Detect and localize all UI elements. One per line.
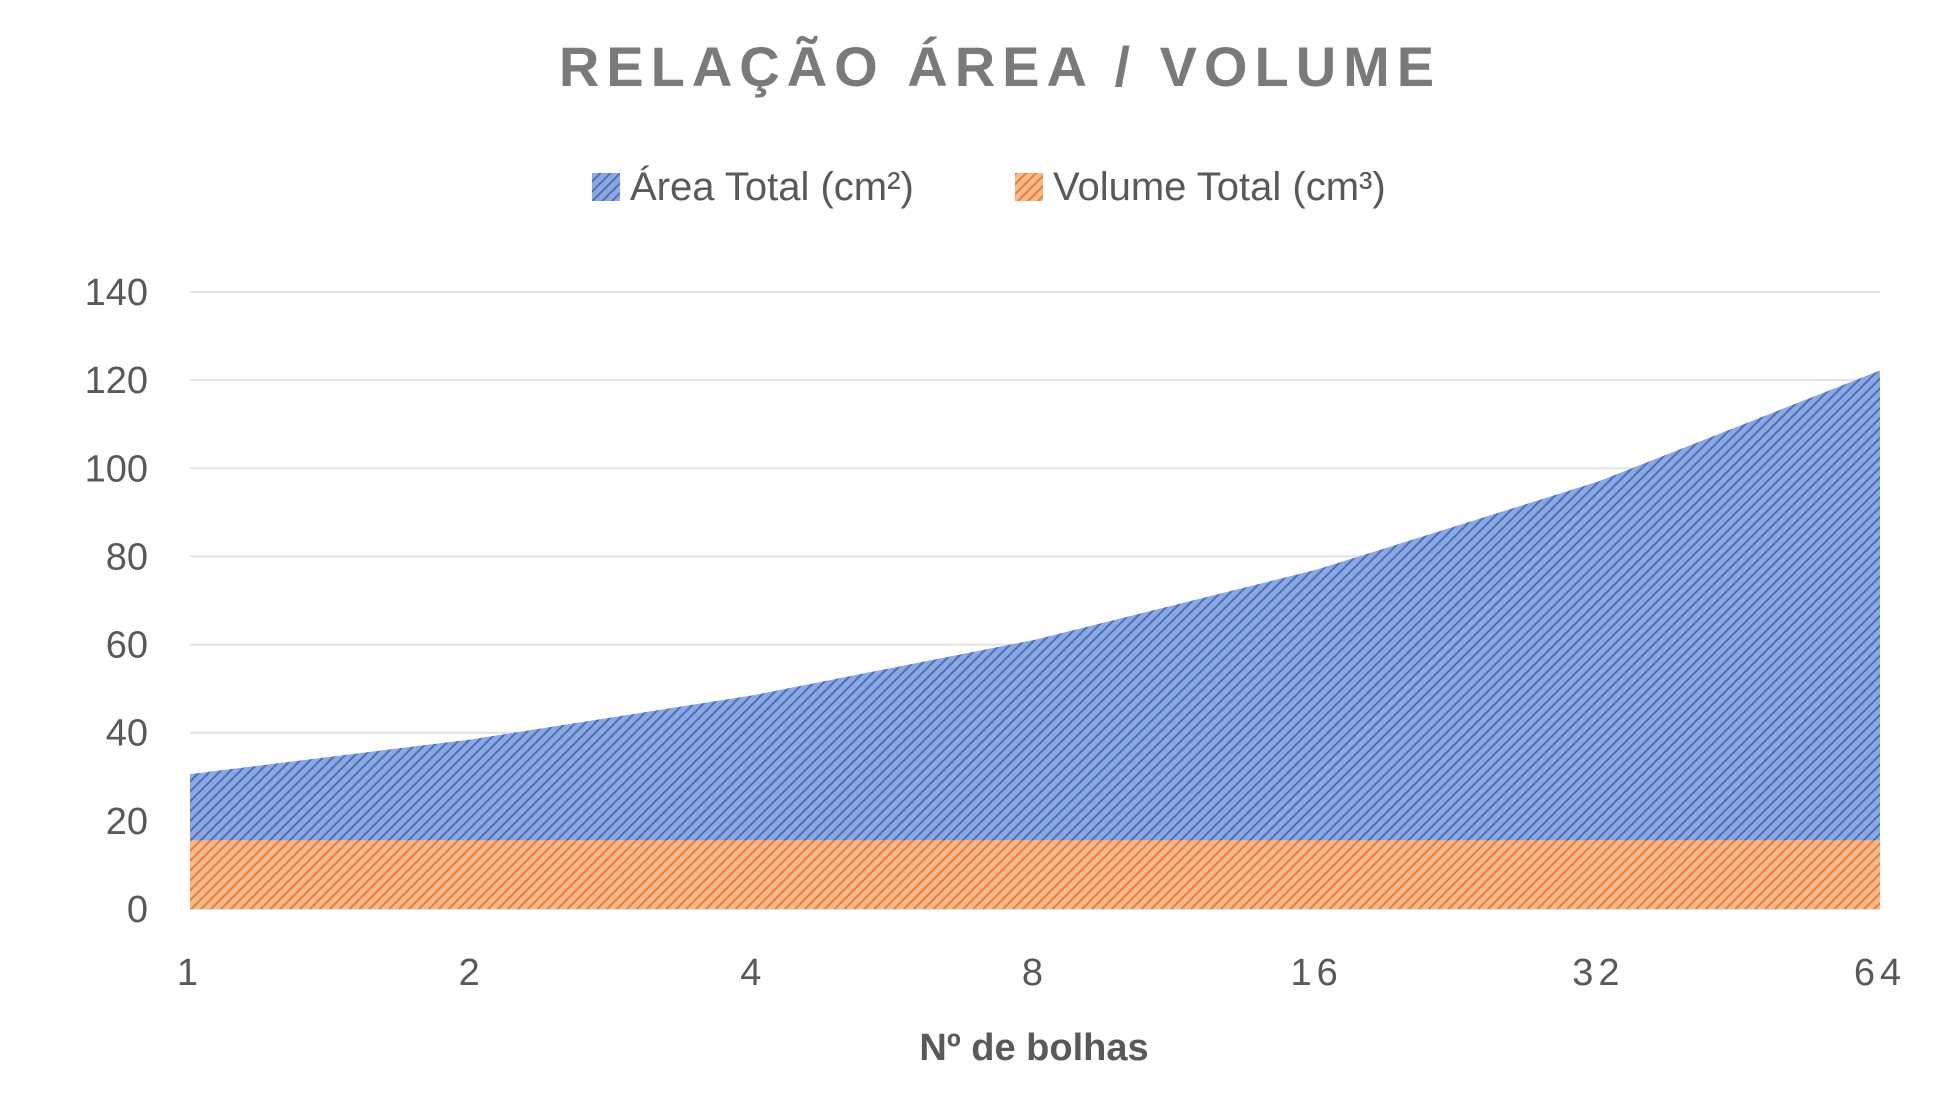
x-axis-tick-labels: 1 2 4 8 16 32 64	[177, 952, 1906, 994]
legend-swatch-area	[592, 173, 620, 201]
x-tick-label: 4	[740, 952, 766, 994]
x-tick-label: 2	[459, 952, 485, 994]
chart-title: RELAÇÃO ÁREA / VOLUME	[559, 35, 1441, 98]
legend-label-volume: Volume Total (cm³)	[1053, 165, 1386, 209]
x-tick-label: 16	[1291, 952, 1343, 994]
area-series-volume-total	[190, 840, 1880, 909]
plot-areas	[190, 370, 1880, 909]
y-axis-tick-labels: 0 20 40 60 80 100 120 140	[85, 272, 148, 931]
y-tick-label: 20	[106, 801, 148, 843]
y-tick-label: 100	[85, 448, 148, 490]
legend-swatch-volume	[1015, 173, 1043, 201]
x-tick-label: 8	[1022, 952, 1048, 994]
y-tick-label: 40	[106, 713, 148, 755]
legend-label-area: Área Total (cm²)	[630, 164, 914, 209]
y-tick-label: 60	[106, 625, 148, 667]
x-axis-title: Nº de bolhas	[919, 1027, 1148, 1069]
y-tick-label: 80	[106, 536, 148, 578]
x-tick-label: 1	[177, 952, 203, 994]
area-series-area-total	[190, 370, 1880, 909]
y-tick-label: 140	[85, 272, 148, 314]
y-tick-label: 120	[85, 360, 148, 402]
legend: Área Total (cm²) Volume Total (cm³)	[592, 164, 1386, 209]
x-tick-label: 32	[1572, 952, 1624, 994]
x-tick-label: 64	[1854, 952, 1906, 994]
y-tick-label: 0	[127, 889, 148, 931]
